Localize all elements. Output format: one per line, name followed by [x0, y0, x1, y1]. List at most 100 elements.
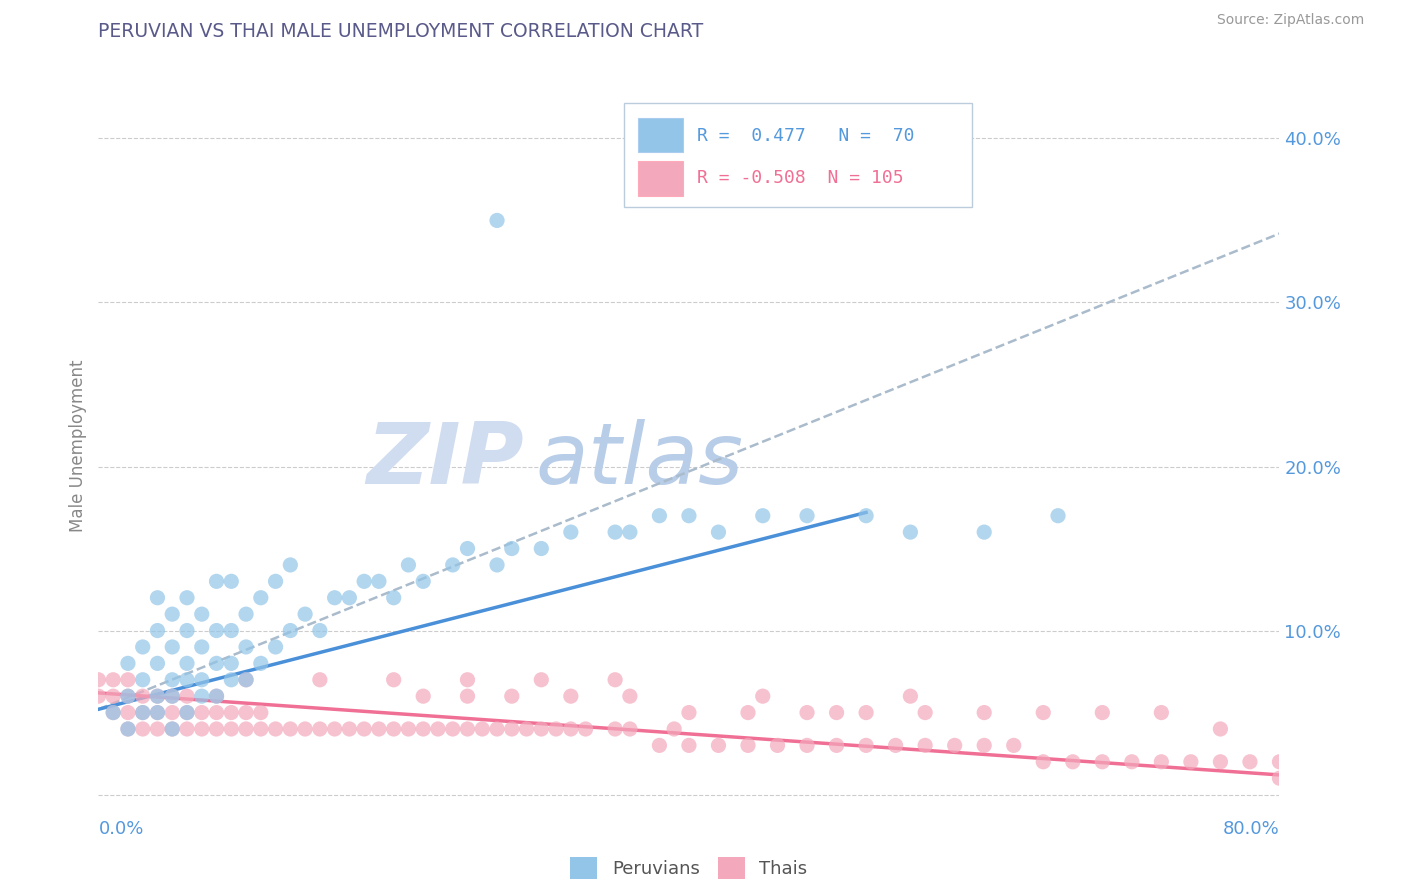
Point — [117, 722, 139, 736]
Point — [441, 722, 464, 736]
Point — [678, 706, 700, 720]
Point — [132, 722, 155, 736]
Point — [235, 706, 257, 720]
Point — [412, 689, 434, 703]
Point — [456, 689, 478, 703]
Point — [176, 706, 198, 720]
Point — [382, 673, 405, 687]
Point — [855, 739, 877, 753]
Point — [501, 541, 523, 556]
Point — [219, 574, 242, 589]
Point — [412, 574, 434, 589]
Point — [103, 673, 125, 687]
Point — [250, 591, 273, 605]
Point — [250, 706, 273, 720]
Point — [117, 706, 139, 720]
Point — [205, 657, 228, 671]
Point — [1062, 755, 1084, 769]
Point — [515, 722, 537, 736]
Point — [441, 558, 464, 572]
Point — [219, 657, 242, 671]
Bar — [638, 161, 683, 195]
Point — [943, 739, 966, 753]
Point — [456, 673, 478, 687]
Text: ZIP: ZIP — [366, 418, 523, 502]
Point — [132, 706, 155, 720]
Point — [427, 722, 450, 736]
Point — [574, 722, 596, 736]
Point — [560, 525, 582, 540]
Point — [1032, 755, 1054, 769]
Point — [250, 657, 273, 671]
Point — [146, 722, 169, 736]
Point — [412, 722, 434, 736]
Point — [278, 722, 302, 736]
Point — [132, 689, 155, 703]
Point — [796, 739, 818, 753]
Point — [219, 722, 242, 736]
Point — [766, 739, 789, 753]
Point — [1209, 722, 1232, 736]
Point — [368, 722, 391, 736]
Text: atlas: atlas — [536, 418, 744, 502]
Point — [530, 541, 553, 556]
Point — [235, 607, 257, 622]
Point — [117, 722, 139, 736]
Text: R =  0.477   N =  70: R = 0.477 N = 70 — [697, 127, 915, 145]
Point — [103, 706, 125, 720]
Point — [751, 689, 773, 703]
Point — [751, 508, 773, 523]
Point — [973, 706, 995, 720]
Point — [619, 689, 641, 703]
Point — [678, 508, 700, 523]
Point — [103, 706, 125, 720]
Point — [560, 722, 582, 736]
Point — [337, 722, 360, 736]
Point — [737, 739, 759, 753]
Point — [973, 739, 995, 753]
Point — [648, 739, 671, 753]
Point — [235, 673, 257, 687]
Point — [707, 525, 730, 540]
Point — [146, 591, 169, 605]
Point — [486, 722, 509, 736]
Point — [796, 508, 818, 523]
Point — [456, 722, 478, 736]
Point — [501, 722, 523, 736]
Point — [132, 673, 155, 687]
Point — [250, 722, 273, 736]
Point — [796, 706, 818, 720]
Point — [146, 624, 169, 638]
Point — [382, 591, 405, 605]
Point — [117, 689, 139, 703]
Point — [323, 722, 346, 736]
Point — [103, 689, 125, 703]
Point — [264, 574, 287, 589]
Point — [191, 640, 214, 654]
Point — [855, 508, 877, 523]
Point — [146, 706, 169, 720]
Point — [309, 624, 332, 638]
Point — [1150, 706, 1173, 720]
Point — [162, 689, 183, 703]
Point — [117, 689, 139, 703]
Point — [544, 722, 567, 736]
Point — [219, 706, 242, 720]
Point — [1046, 508, 1069, 523]
Point — [162, 607, 183, 622]
Point — [353, 574, 375, 589]
Point — [205, 689, 228, 703]
Point — [707, 739, 730, 753]
Point — [619, 525, 641, 540]
Point — [884, 739, 907, 753]
Text: 80.0%: 80.0% — [1223, 820, 1279, 838]
Point — [146, 689, 169, 703]
Point — [605, 525, 627, 540]
Point — [146, 657, 169, 671]
Point — [664, 722, 686, 736]
Point — [914, 706, 936, 720]
Point — [191, 706, 214, 720]
Text: Source: ZipAtlas.com: Source: ZipAtlas.com — [1216, 13, 1364, 28]
Point — [973, 525, 995, 540]
Point — [219, 624, 242, 638]
